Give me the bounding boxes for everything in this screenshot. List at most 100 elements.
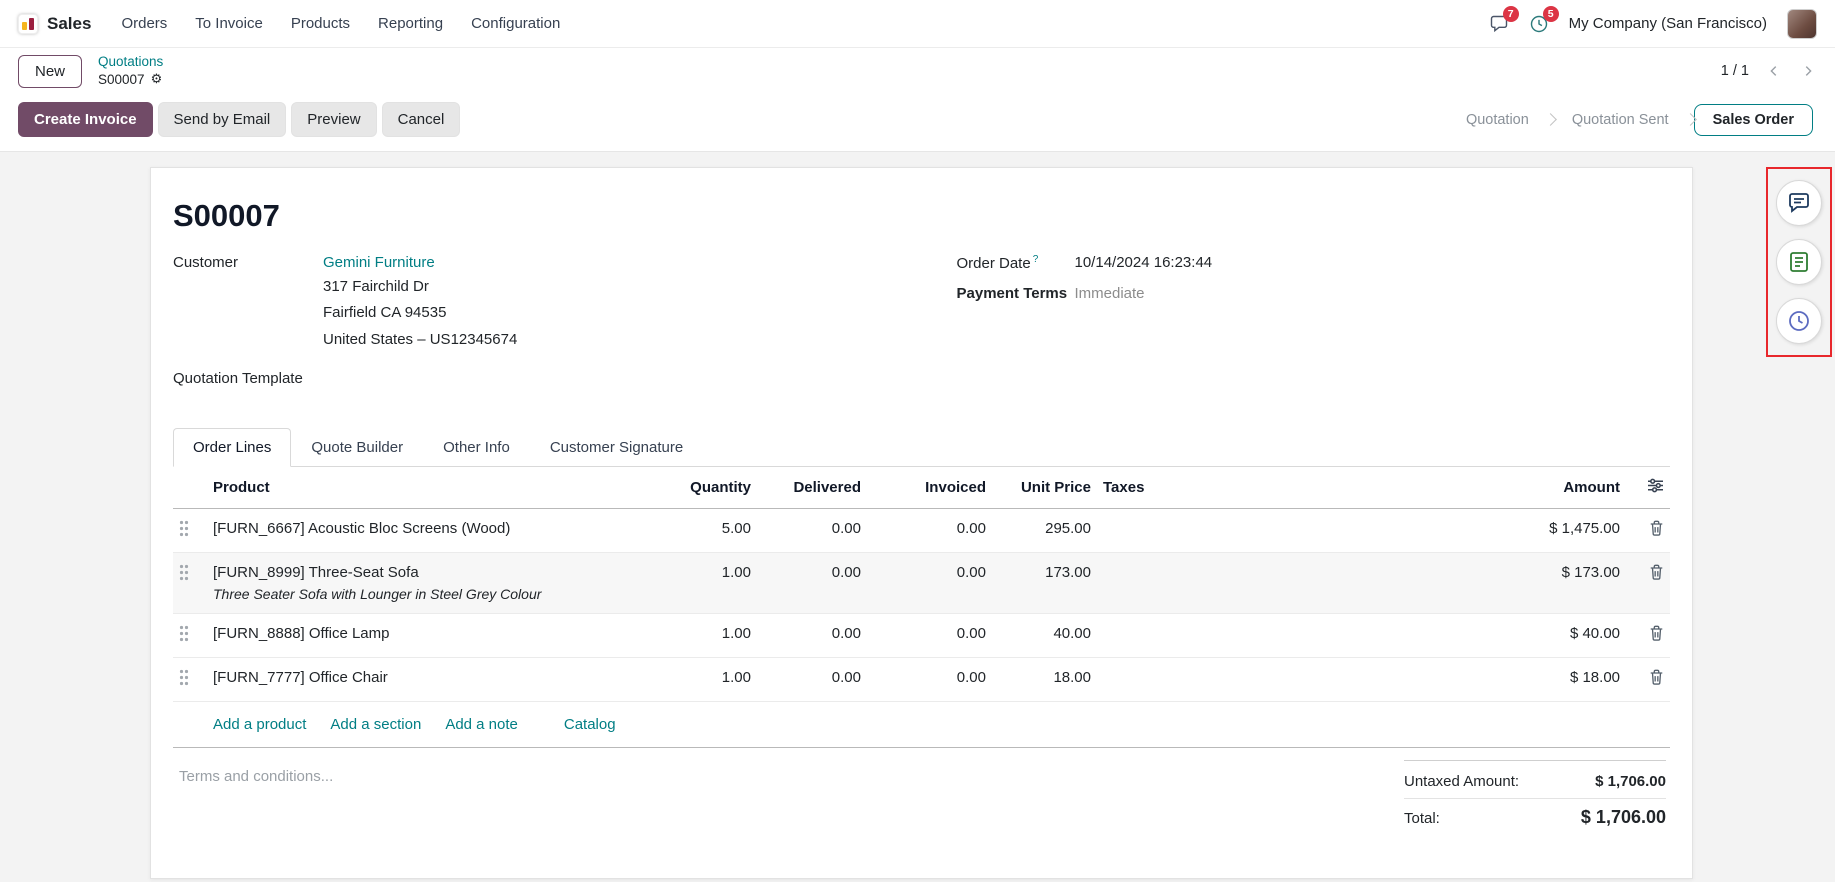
pager-next-button[interactable]: [1799, 62, 1817, 80]
quantity-cell[interactable]: 1.00: [647, 613, 757, 658]
unit-price-cell[interactable]: 18.00: [992, 657, 1097, 702]
customer-address-line2: Fairfield CA 94535: [323, 304, 447, 322]
app-switcher[interactable]: Sales: [18, 13, 92, 34]
customer-address-line3: United States – US12345674: [323, 330, 518, 348]
new-button[interactable]: New: [18, 54, 83, 88]
column-taxes: Taxes: [1097, 466, 1282, 509]
activities-button[interactable]: [1776, 298, 1822, 344]
unit-price-cell[interactable]: 173.00: [992, 552, 1097, 614]
taxes-cell[interactable]: [1097, 552, 1282, 614]
breadcrumb-quotations[interactable]: Quotations: [98, 54, 164, 70]
product-name[interactable]: [FURN_8888] Office Lamp: [213, 624, 390, 642]
column-product: Product: [207, 466, 647, 509]
unit-price-cell[interactable]: 40.00: [992, 613, 1097, 658]
cancel-button[interactable]: Cancel: [381, 102, 461, 137]
log-note-button[interactable]: [1776, 239, 1822, 285]
invoiced-cell[interactable]: 0.00: [867, 552, 992, 614]
quantity-cell[interactable]: 1.00: [647, 657, 757, 702]
drag-handle-icon[interactable]: [173, 552, 207, 614]
taxes-cell[interactable]: [1097, 657, 1282, 702]
delete-line-icon[interactable]: [1649, 625, 1664, 641]
delivered-cell[interactable]: 0.00: [757, 508, 867, 553]
column-amount: Amount: [1282, 466, 1626, 509]
tab-customer-signature[interactable]: Customer Signature: [549, 438, 684, 456]
payment-terms-value[interactable]: Immediate: [1074, 285, 1145, 302]
invoiced-cell[interactable]: 0.00: [867, 508, 992, 553]
status-quotation[interactable]: Quotation: [1465, 111, 1529, 128]
app-name[interactable]: Sales: [47, 13, 92, 33]
content-area: S00007 Customer Gemini Furniture 317 Fai…: [0, 152, 1835, 882]
drag-handle-icon[interactable]: [173, 657, 207, 702]
order-date-value[interactable]: 10/14/2024 16:23:44: [1074, 254, 1213, 271]
delete-line-icon[interactable]: [1649, 669, 1664, 685]
payment-terms-label: Payment Terms: [956, 285, 1068, 302]
taxes-cell[interactable]: [1097, 613, 1282, 658]
notebook-tabs: Order Lines Quote Builder Other Info Cus…: [173, 427, 1670, 467]
table-row[interactable]: [FURN_8888] Office Lamp 1.00 0.00 0.00 4…: [173, 613, 1670, 658]
delete-line-icon[interactable]: [1649, 564, 1664, 580]
quantity-cell[interactable]: 5.00: [647, 508, 757, 553]
breadcrumb-current: S00007: [98, 72, 145, 87]
terms-and-conditions-input[interactable]: Terms and conditions...: [179, 767, 334, 785]
messages-icon[interactable]: 7: [1489, 5, 1519, 34]
menu-configuration[interactable]: Configuration: [471, 15, 561, 32]
product-name[interactable]: [FURN_8999] Three-Seat Sofa: [213, 563, 419, 581]
line-actions: Add a product Add a section Add a note C…: [173, 702, 1670, 748]
send-message-button[interactable]: [1776, 180, 1822, 226]
order-lines-table: Product Quantity Delivered Invoiced Unit…: [173, 466, 1670, 702]
menu-products[interactable]: Products: [290, 15, 351, 32]
order-title[interactable]: S00007: [173, 198, 280, 233]
table-row[interactable]: [FURN_6667] Acoustic Bloc Screens (Wood)…: [173, 508, 1670, 553]
catalog-link[interactable]: Catalog: [563, 715, 616, 733]
table-row[interactable]: [FURN_8999] Three-Seat Sofa Three Seater …: [173, 552, 1670, 614]
pager-previous-button[interactable]: [1765, 62, 1783, 80]
unit-price-cell[interactable]: 295.00: [992, 508, 1097, 553]
chevron-left-icon: [1770, 66, 1777, 76]
user-avatar[interactable]: [1787, 8, 1817, 39]
delivered-cell[interactable]: 0.00: [757, 657, 867, 702]
customer-address-line1: 317 Fairchild Dr: [323, 278, 429, 295]
preview-button[interactable]: Preview: [291, 102, 377, 137]
table-row[interactable]: [FURN_7777] Office Chair 1.00 0.00 0.00 …: [173, 657, 1670, 702]
breadcrumb-bar: New Quotations S00007 ⚙ 1 / 1: [0, 48, 1835, 94]
add-a-note-link[interactable]: Add a note: [445, 715, 518, 733]
create-invoice-button[interactable]: Create Invoice: [18, 102, 153, 137]
help-icon[interactable]: ?: [1032, 254, 1039, 265]
sales-app-icon[interactable]: [18, 13, 38, 34]
sales-order-sheet: S00007 Customer Gemini Furniture 317 Fai…: [150, 167, 1693, 879]
product-name[interactable]: [FURN_6667] Acoustic Bloc Screens (Wood): [213, 519, 511, 537]
add-a-product-link[interactable]: Add a product: [213, 715, 307, 733]
product-name[interactable]: [FURN_7777] Office Chair: [213, 668, 388, 686]
messages-badge: 7: [1502, 5, 1519, 22]
settings-gear-icon[interactable]: ⚙: [150, 71, 163, 87]
activities-icon[interactable]: 5: [1529, 5, 1559, 34]
quantity-cell[interactable]: 1.00: [647, 552, 757, 614]
column-delivered: Delivered: [757, 466, 867, 509]
invoiced-cell[interactable]: 0.00: [867, 657, 992, 702]
delete-line-icon[interactable]: [1649, 520, 1664, 536]
customer-link[interactable]: Gemini Furniture: [323, 254, 435, 271]
taxes-cell[interactable]: [1097, 508, 1282, 553]
send-by-email-button[interactable]: Send by Email: [157, 102, 287, 137]
tab-quote-builder[interactable]: Quote Builder: [311, 438, 404, 456]
company-switcher[interactable]: My Company (San Francisco): [1568, 15, 1767, 32]
menu-to-invoice[interactable]: To Invoice: [195, 15, 263, 32]
totals-block: Untaxed Amount: $ 1,706.00 Total: $ 1,70…: [1404, 759, 1666, 832]
tab-other-info[interactable]: Other Info: [443, 438, 510, 456]
tab-order-lines[interactable]: Order Lines: [173, 427, 292, 467]
delivered-cell[interactable]: 0.00: [757, 552, 867, 614]
drag-handle-icon[interactable]: [173, 508, 207, 553]
quotation-template-label: Quotation Template: [173, 369, 303, 387]
status-sales-order[interactable]: Sales Order: [1693, 103, 1813, 136]
invoiced-cell[interactable]: 0.00: [867, 613, 992, 658]
menu-reporting[interactable]: Reporting: [378, 15, 444, 32]
total-value: $ 1,706.00: [1580, 806, 1666, 827]
optional-columns-icon[interactable]: [1647, 478, 1664, 493]
menu-orders[interactable]: Orders: [121, 15, 168, 32]
drag-handle-icon[interactable]: [173, 613, 207, 658]
status-quotation-sent[interactable]: Quotation Sent: [1571, 111, 1669, 128]
delivered-cell[interactable]: 0.00: [757, 613, 867, 658]
pager-value: 1 / 1: [1720, 63, 1749, 79]
order-date-label: Order Date?: [956, 254, 1039, 272]
add-a-section-link[interactable]: Add a section: [330, 715, 422, 733]
